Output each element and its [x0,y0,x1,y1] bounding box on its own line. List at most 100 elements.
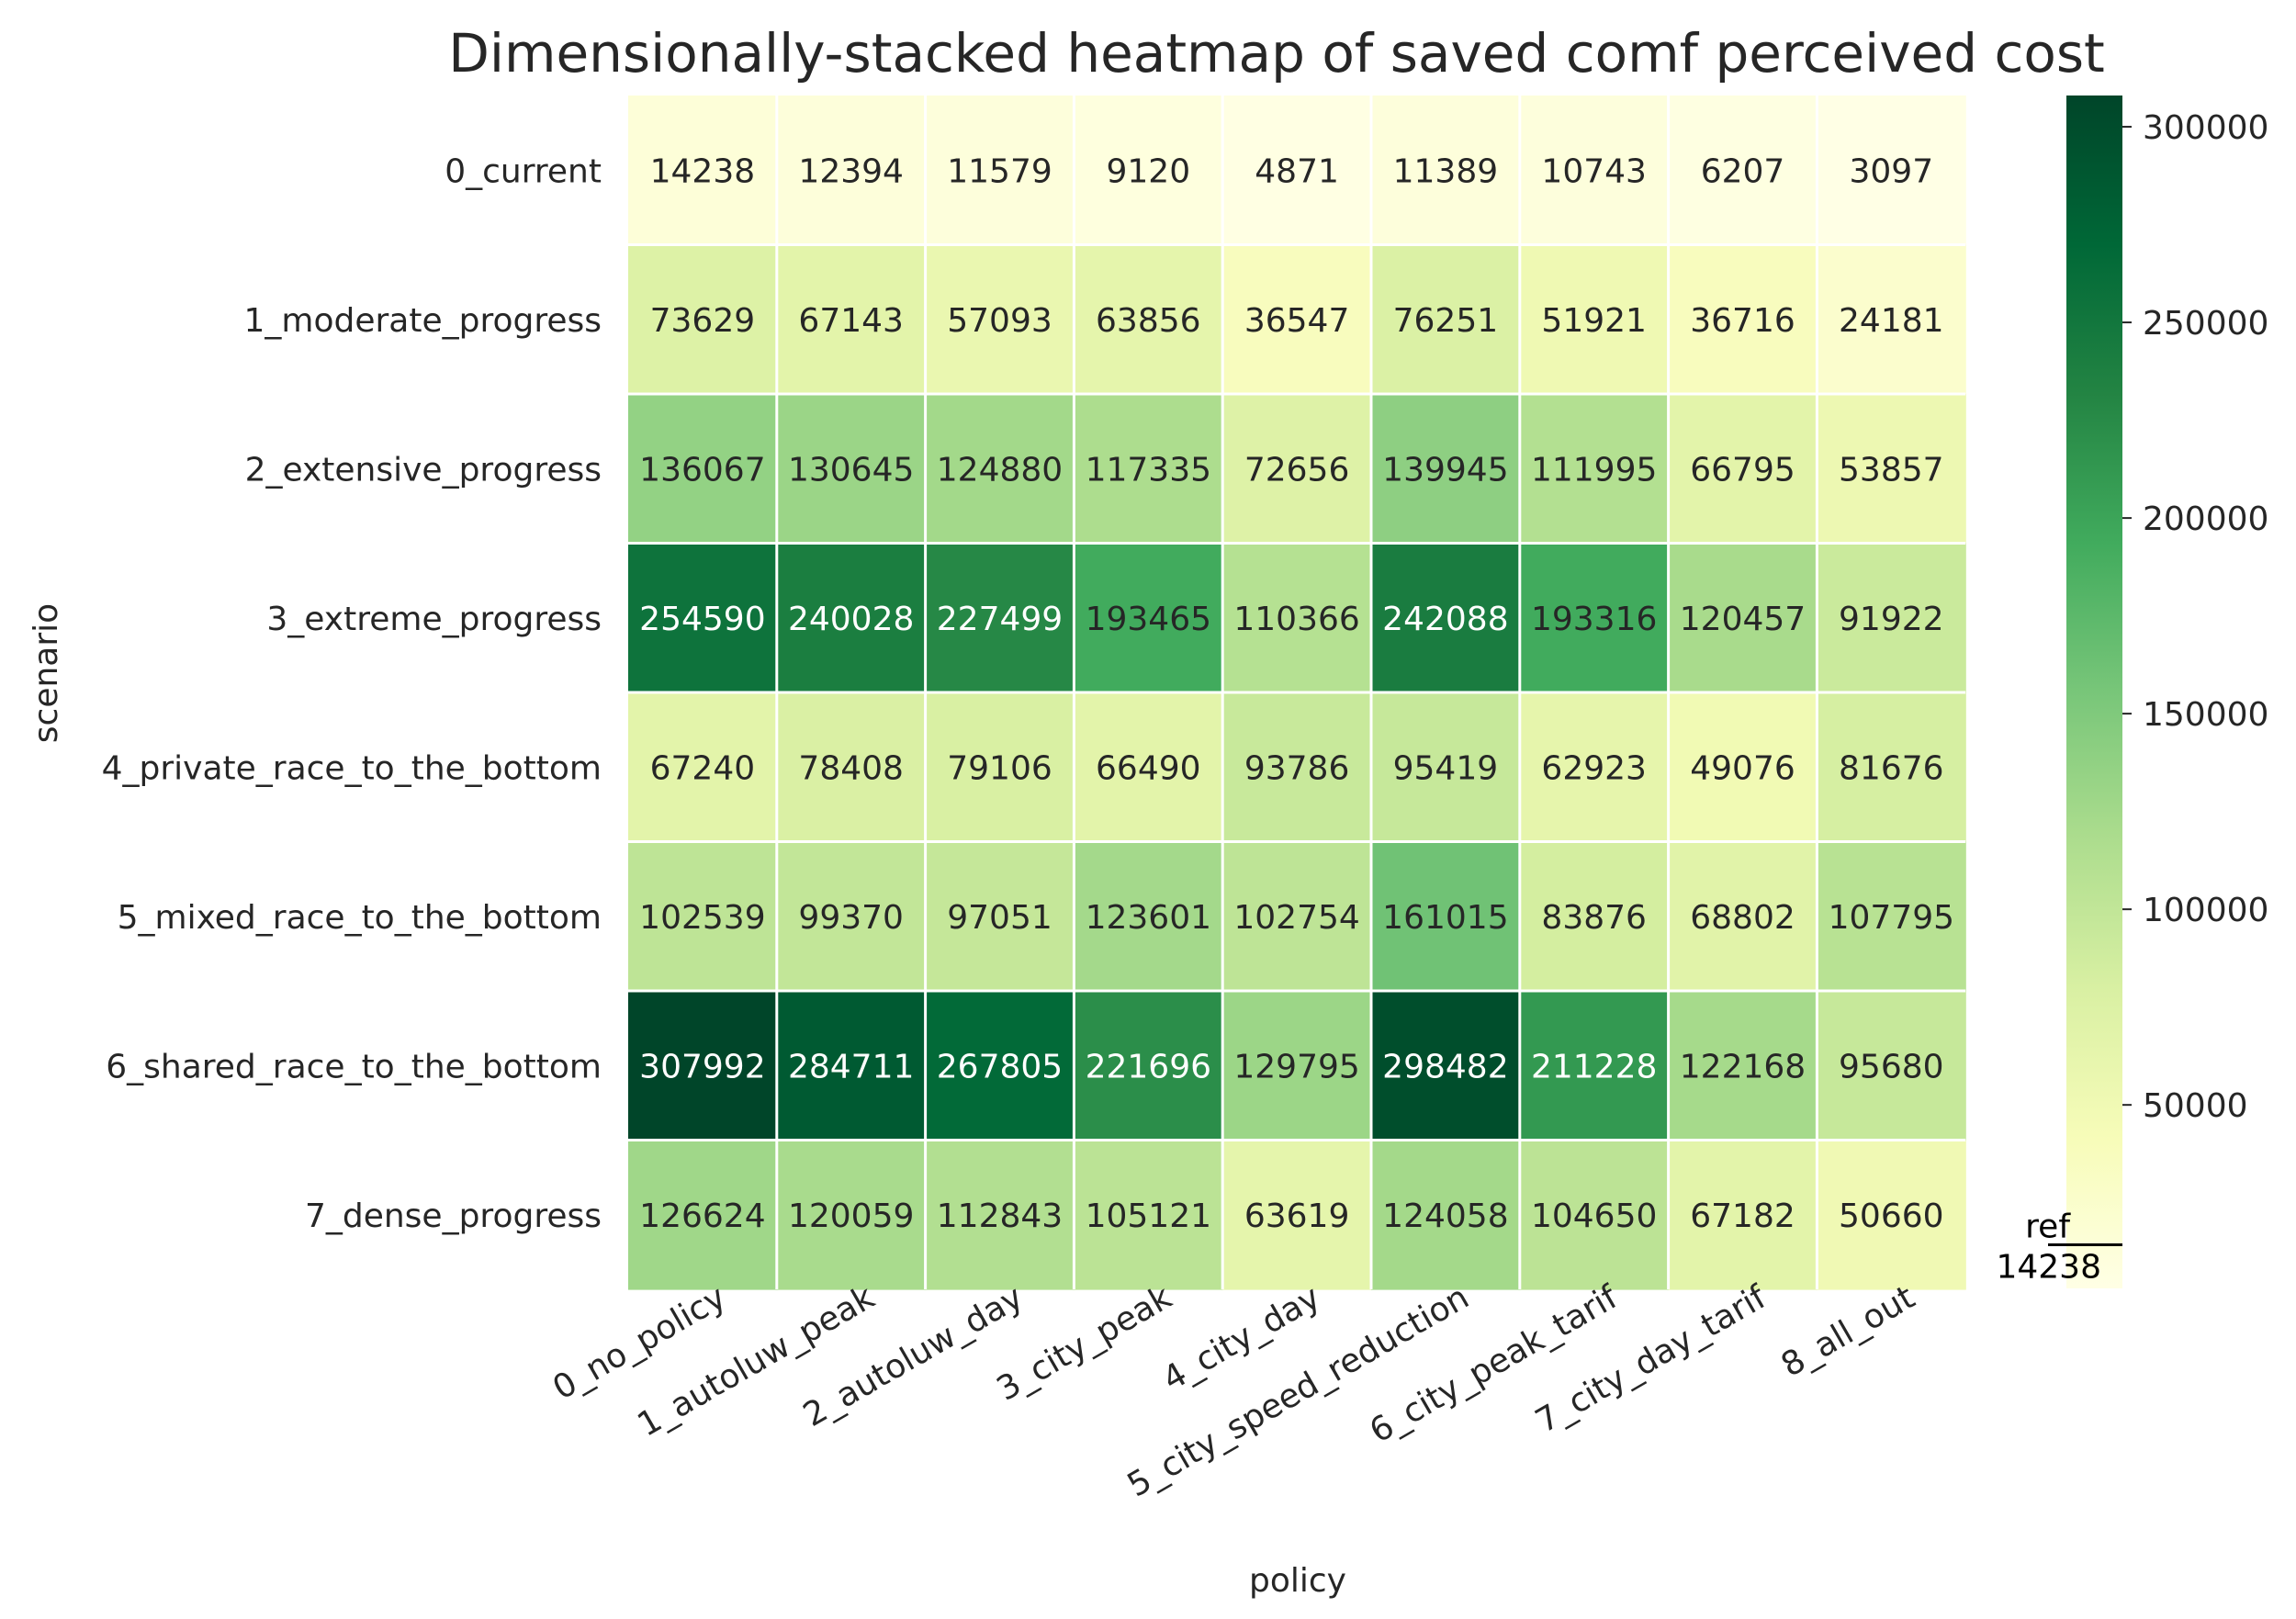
heatmap-cell [1519,244,1670,395]
cell-value-label: 240028 [788,601,914,638]
cell-value-label: 117335 [1086,451,1211,489]
cell-value-label: 254590 [639,601,765,638]
heatmap-cell [628,692,778,843]
cell-value-label: 11389 [1393,152,1499,190]
heatmap-cell [925,692,1075,843]
colorbar-reference-value: 14238 [1996,1249,2101,1287]
cell-value-label: 51921 [1541,302,1647,340]
cell-value-label: 73629 [650,302,756,340]
heatmap-cell [925,394,1075,545]
cell-value-label: 67143 [798,302,904,340]
cell-value-label: 36716 [1690,302,1795,340]
cell-value-label: 83876 [1541,899,1647,937]
heatmap-cell [1371,1140,1521,1290]
cell-value-label: 68802 [1690,899,1795,937]
heatmap-cell [1222,394,1372,545]
cell-value-label: 110366 [1233,601,1359,638]
heatmap-cell [925,1140,1075,1290]
cell-value-label: 62923 [1541,749,1647,787]
heatmap-cell [1817,991,1966,1141]
heatmap-cell [776,394,927,545]
cell-value-label: 129795 [1233,1048,1359,1085]
cell-value-label: 14238 [650,152,756,190]
heatmap-cell [776,692,927,843]
heatmap-cell [1074,991,1223,1141]
heatmap-cells [628,96,1966,1290]
heatmap-cell [776,543,927,693]
cell-value-label: 139945 [1382,451,1508,489]
heatmap-cell [1371,244,1521,395]
heatmap-cell [1668,394,1818,545]
heatmap-cell [1222,244,1372,395]
cell-value-label: 123601 [1086,899,1211,937]
colorbar-reference-label: ref [2025,1209,2071,1246]
heatmap-cell [1074,543,1223,693]
heatmap-cell [1222,841,1372,992]
colorbar-gradient [2066,96,2122,1288]
cell-value-label: 81676 [1839,749,1944,787]
cell-value-label: 120059 [788,1197,914,1235]
heatmap-cell [776,96,927,246]
colorbar-tick-label: 150000 [2143,696,2268,734]
x-axis-ticks: 0_no_policy1_autoluw_peak2_autoluw_day3_… [546,1278,1921,1505]
y-tick-label: 1_moderate_progress [243,302,602,340]
y-tick-label: 6_shared_race_to_the_bottom [106,1048,602,1085]
heatmap-cell [1519,394,1670,545]
heatmap-cell [1817,96,1966,246]
heatmap-cell [628,1140,778,1290]
colorbar-tick-label: 200000 [2143,500,2268,538]
heatmap-cell [1519,96,1670,246]
heatmap-cell [1371,692,1521,843]
cell-value-label: 78408 [798,749,904,787]
y-tick-label: 5_mixed_race_to_the_bottom [118,899,602,937]
y-tick-label: 7_dense_progress [305,1197,602,1235]
cell-value-label: 93786 [1244,749,1350,787]
heatmap-cell [1668,244,1818,395]
heatmap-cell [628,543,778,693]
heatmap-cell [1222,1140,1372,1290]
heatmap-cell [628,394,778,545]
cell-value-label: 95680 [1839,1048,1944,1085]
heatmap-cell [1519,543,1670,693]
heatmap-cell [776,244,927,395]
x-axis-label: policy [1249,1562,1346,1600]
cell-value-label: 72656 [1244,451,1350,489]
heatmap-cell [1668,96,1818,246]
cell-value-label: 107795 [1829,899,1954,937]
cell-value-label: 111995 [1531,451,1657,489]
cell-value-label: 6207 [1701,152,1785,190]
chart-title: Dimensionally-stacked heatmap of saved c… [448,22,2105,84]
x-tick-label: 6_city_peak_tarif [1364,1278,1626,1451]
heatmap-separators [628,96,1966,1289]
cell-value-label: 10743 [1541,152,1647,190]
cell-value-label: 9120 [1106,152,1190,190]
cell-value-label: 102539 [639,899,765,937]
cell-value-label: 136067 [639,451,765,489]
cell-value-label: 97051 [947,899,1052,937]
heatmap-cell [776,841,927,992]
cell-value-label: 221696 [1086,1048,1211,1085]
x-tick-label: 8_all_out [1775,1278,1921,1384]
heatmap-cell [1222,96,1372,246]
cell-value-label: 11579 [947,152,1052,190]
cell-value-label: 120457 [1680,601,1806,638]
heatmap-cell [1519,692,1670,843]
cell-value-label: 267805 [937,1048,1063,1085]
cell-value-label: 76251 [1393,302,1499,340]
colorbar-ticks: 50000 100000 150000 200000 250000 300000 [2122,109,2268,1125]
heatmap-cell [925,841,1075,992]
cell-value-label: 102754 [1233,899,1359,937]
heatmap-cell [1074,1140,1223,1290]
y-tick-label: 2_extensive_progress [245,451,602,489]
cell-value-label: 53857 [1839,451,1944,489]
heatmap-cell [1074,841,1223,992]
heatmap-cell [1222,692,1372,843]
cell-value-label: 66795 [1690,451,1795,489]
heatmap-cell [1519,991,1670,1141]
heatmap-cell [1817,841,1966,992]
heatmap-cell [628,96,778,246]
heatmap-cell [1222,991,1372,1141]
y-tick-label: 3_extreme_progress [266,601,602,638]
